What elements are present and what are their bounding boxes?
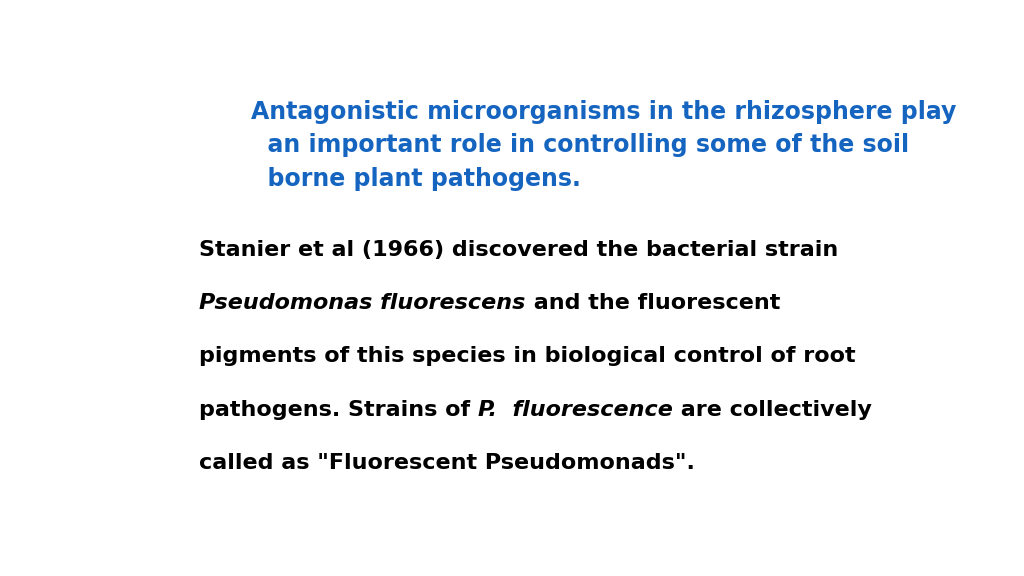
Text: pigments of this species in biological control of root: pigments of this species in biological c…	[200, 346, 856, 366]
Text: P.  fluorescence: P. fluorescence	[478, 400, 673, 419]
Text: borne plant pathogens.: borne plant pathogens.	[251, 166, 581, 191]
Text: are collectively: are collectively	[673, 400, 872, 419]
Text: pathogens. Strains of: pathogens. Strains of	[200, 400, 478, 419]
Text: Stanier et al (1966) discovered the bacterial strain: Stanier et al (1966) discovered the bact…	[200, 240, 839, 260]
Text: called as "Fluorescent Pseudomonads".: called as "Fluorescent Pseudomonads".	[200, 453, 695, 473]
Text: Antagonistic microorganisms in the rhizosphere play: Antagonistic microorganisms in the rhizo…	[251, 100, 956, 124]
Text: Pseudomonas fluorescens: Pseudomonas fluorescens	[200, 293, 525, 313]
Text: an important role in controlling some of the soil: an important role in controlling some of…	[251, 134, 909, 157]
Text: and the fluorescent: and the fluorescent	[525, 293, 780, 313]
